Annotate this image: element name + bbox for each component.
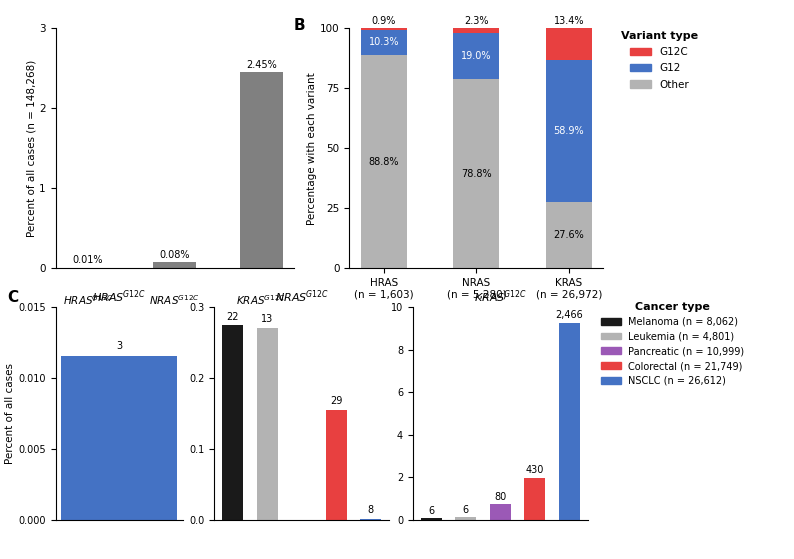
Bar — [153, 262, 196, 268]
Bar — [453, 79, 499, 268]
Title: $\mathit{HRAS}$$^{G12C}$: $\mathit{HRAS}$$^{G12C}$ — [92, 288, 146, 305]
Text: 13: 13 — [261, 315, 273, 324]
Text: 0.01%: 0.01% — [73, 255, 103, 265]
Text: 27.6%: 27.6% — [553, 230, 584, 240]
Text: 10.3%: 10.3% — [368, 37, 399, 48]
Text: 6: 6 — [428, 506, 434, 516]
Legend: Melanoma (n = 8,062), Leukemia (n = 4,801), Pancreatic (n = 10,999), Colorectal : Melanoma (n = 8,062), Leukemia (n = 4,80… — [601, 302, 745, 386]
Bar — [455, 517, 476, 520]
Text: 78.8%: 78.8% — [461, 169, 491, 179]
Bar — [490, 504, 511, 520]
Bar — [545, 28, 592, 60]
Bar — [360, 519, 381, 520]
Bar — [453, 28, 499, 33]
Text: 88.8%: 88.8% — [368, 157, 399, 167]
Text: 29: 29 — [330, 396, 342, 406]
Text: 8: 8 — [368, 505, 374, 515]
Bar — [240, 72, 283, 268]
Text: 430: 430 — [526, 465, 544, 475]
Y-axis label: Percent of all cases: Percent of all cases — [6, 363, 15, 464]
Text: $\it{HRAS}$$^{G12C}$: $\it{HRAS}$$^{G12C}$ — [63, 293, 114, 307]
Bar — [545, 202, 592, 268]
Text: 0.08%: 0.08% — [160, 249, 190, 259]
Y-axis label: Percent of all cases (n = 148,268): Percent of all cases (n = 148,268) — [26, 59, 37, 237]
Text: B: B — [294, 18, 305, 34]
Text: 19.0%: 19.0% — [461, 51, 491, 61]
Bar — [524, 478, 545, 520]
Text: 0.9%: 0.9% — [372, 16, 396, 26]
Text: C: C — [7, 291, 18, 305]
Text: 2.45%: 2.45% — [246, 60, 276, 70]
Bar — [453, 33, 499, 79]
Bar — [326, 410, 347, 520]
Bar — [559, 323, 580, 520]
Title: $\mathit{KRAS}$$^{G12C}$: $\mathit{KRAS}$$^{G12C}$ — [474, 288, 526, 305]
Text: $\it{KRAS}$$^{G12C}$: $\it{KRAS}$$^{G12C}$ — [237, 293, 286, 307]
Bar — [421, 518, 441, 520]
Text: 80: 80 — [494, 492, 507, 502]
Bar — [545, 60, 592, 202]
Text: $\it{NRAS}$$^{G12C}$: $\it{NRAS}$$^{G12C}$ — [149, 293, 200, 307]
Bar — [61, 356, 177, 520]
Bar — [222, 325, 243, 520]
Text: 58.9%: 58.9% — [553, 126, 584, 136]
Bar — [361, 30, 407, 55]
Y-axis label: Percentage with each variant: Percentage with each variant — [307, 72, 318, 225]
Text: 6: 6 — [463, 505, 468, 515]
Text: 2,466: 2,466 — [555, 310, 583, 320]
Bar — [361, 55, 407, 268]
Title: $\mathit{NRAS}$$^{G12C}$: $\mathit{NRAS}$$^{G12C}$ — [275, 288, 329, 305]
Text: 3: 3 — [116, 340, 122, 350]
Text: 2.3%: 2.3% — [464, 16, 488, 26]
Bar — [361, 28, 407, 30]
Text: 22: 22 — [226, 312, 239, 322]
Legend: G12C, G12, Other: G12C, G12, Other — [622, 31, 699, 89]
Text: 13.4%: 13.4% — [553, 16, 584, 26]
Bar — [256, 328, 278, 520]
